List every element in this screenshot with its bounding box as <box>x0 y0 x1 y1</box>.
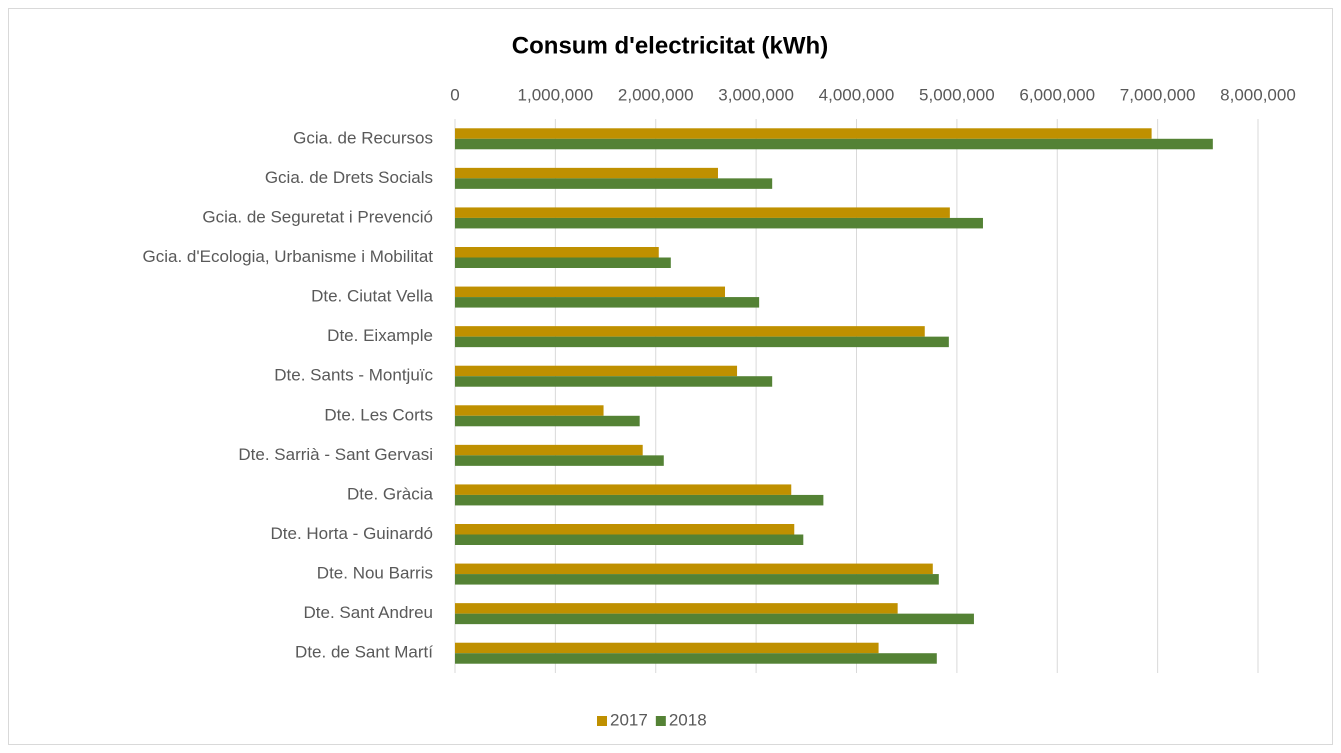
bar <box>455 138 1213 150</box>
y-tick-label: Dte. Eixample <box>327 326 433 345</box>
bar <box>455 484 792 495</box>
y-tick-label: Gcia. de Recursos <box>293 128 433 147</box>
y-tick-label: Dte. Les Corts <box>324 405 433 424</box>
bar <box>455 365 738 377</box>
bar <box>455 336 949 348</box>
legend-label: 2018 <box>669 710 707 729</box>
x-tick-label: 7,000,000 <box>1120 85 1196 104</box>
bar <box>455 613 974 625</box>
x-tick-label: 5,000,000 <box>919 85 995 104</box>
bar <box>455 642 879 654</box>
y-tick-label: Dte. Ciutat Vella <box>311 287 433 306</box>
y-tick-label: Dte. Horta - Guinardó <box>270 524 433 543</box>
chart-title: Consum d'electricitat (kWh) <box>512 32 828 59</box>
bar <box>455 563 933 575</box>
bar <box>455 128 1152 139</box>
bar <box>455 524 795 535</box>
bar <box>455 444 643 456</box>
bar <box>455 247 659 258</box>
bar <box>455 297 760 308</box>
y-tick-label: Gcia. de Seguretat i Prevenció <box>202 207 433 226</box>
y-tick-label: Dte. Sarrià - Sant Gervasi <box>238 445 433 464</box>
legend-label: 2017 <box>610 710 648 729</box>
bar <box>455 455 664 466</box>
y-tick-label: Gcia. de Drets Socials <box>265 168 433 187</box>
bar <box>455 178 773 189</box>
bar <box>455 405 604 416</box>
x-tick-label: 2,000,000 <box>618 85 694 104</box>
bar <box>455 653 937 664</box>
x-tick-label: 8,000,000 <box>1220 85 1296 104</box>
x-tick-label: 3,000,000 <box>718 85 794 104</box>
bar <box>455 286 726 298</box>
bar <box>455 494 824 506</box>
y-tick-label: Dte. Gràcia <box>347 484 434 503</box>
bar <box>455 326 925 337</box>
legend-swatch <box>655 716 666 726</box>
bar <box>455 217 983 229</box>
bar <box>455 207 950 218</box>
y-tick-label: Dte. Nou Barris <box>317 564 433 583</box>
x-tick-label: 6,000,000 <box>1019 85 1095 104</box>
y-tick-label: Dte. de Sant Martí <box>295 643 433 662</box>
x-tick-label: 1,000,000 <box>518 85 594 104</box>
y-tick-label: Dte. Sants - Montjuïc <box>274 366 433 385</box>
bar <box>455 415 640 427</box>
x-tick-label: 0 <box>450 85 459 104</box>
bar <box>455 574 939 585</box>
bar <box>455 534 804 545</box>
y-tick-label: Dte. Sant Andreu <box>304 603 433 622</box>
bar <box>455 167 718 179</box>
y-tick-label: Gcia. d'Ecologia, Urbanisme i Mobilitat <box>143 247 434 266</box>
bar <box>455 376 773 387</box>
x-tick-label: 4,000,000 <box>819 85 895 104</box>
legend-swatch <box>597 716 607 726</box>
bar <box>455 603 898 614</box>
bar <box>455 257 671 268</box>
